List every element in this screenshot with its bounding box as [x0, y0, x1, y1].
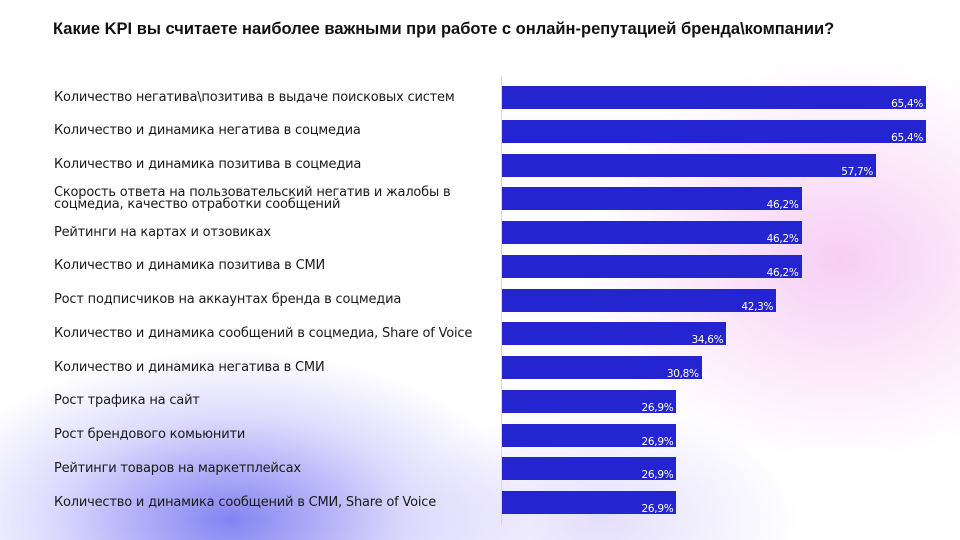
data-label: 46,2%: [766, 199, 799, 212]
category-label: Рейтинги товаров на маркетплейсах: [54, 460, 301, 476]
bar: 42,3%: [502, 288, 777, 313]
chart-title: Какие KPI вы считаете наиболее важными п…: [53, 20, 835, 38]
bar: 26,9%: [502, 389, 677, 414]
data-label: 42,3%: [741, 300, 774, 313]
bar: 34,6%: [502, 322, 727, 347]
bar: 46,2%: [502, 254, 802, 279]
data-label: 65,4%: [891, 131, 923, 144]
data-label: 46,2%: [766, 233, 799, 245]
bar: 65,4%: [502, 119, 926, 144]
bar: 26,9%: [502, 423, 677, 448]
category-label: Количество и динамика позитива в СМИ: [54, 258, 325, 274]
data-label: 26,9%: [641, 503, 674, 515]
bar: 46,2%: [502, 187, 802, 212]
data-label: 57,7%: [841, 165, 874, 178]
category-label: Рост подписчиков на аккаунтах бренда в с…: [54, 292, 402, 307]
data-label: 65,4%: [891, 98, 923, 110]
bar: 46,2%: [502, 221, 802, 245]
category-label: Количество и динамика позитива в соцмеди…: [54, 157, 362, 172]
data-label: 46,2%: [766, 266, 799, 279]
bar: 65,4%: [502, 86, 926, 110]
bar: 30,8%: [502, 356, 702, 380]
data-label: 34,6%: [691, 334, 724, 347]
category-label: Количество и динамика сообщений в соцмед…: [54, 325, 473, 341]
category-label: Количество и динамика негатива в соцмеди…: [54, 123, 361, 139]
category-label: Количество негатива\позитива в выдаче по…: [54, 89, 455, 105]
category-label: Количество и динамика негатива в СМИ: [54, 359, 325, 375]
category-label: Скорость ответа на пользовательский нега…: [54, 184, 451, 212]
data-label: 26,9%: [641, 435, 674, 448]
data-label: 26,9%: [641, 401, 674, 414]
data-label: 26,9%: [641, 469, 674, 482]
category-axis-line: [501, 76, 502, 525]
bar: 26,9%: [502, 457, 677, 482]
category-label: Рейтинги на картах и отзовиках: [54, 224, 271, 240]
category-label: Количество и динамика сообщений в СМИ, S…: [54, 494, 437, 510]
data-label: 30,8%: [666, 368, 699, 380]
bar: 26,9%: [502, 491, 677, 515]
bar: 57,7%: [502, 153, 877, 178]
category-label: Рост брендового комьюнити: [54, 427, 246, 442]
category-label: Рост трафика на сайт: [54, 393, 200, 409]
